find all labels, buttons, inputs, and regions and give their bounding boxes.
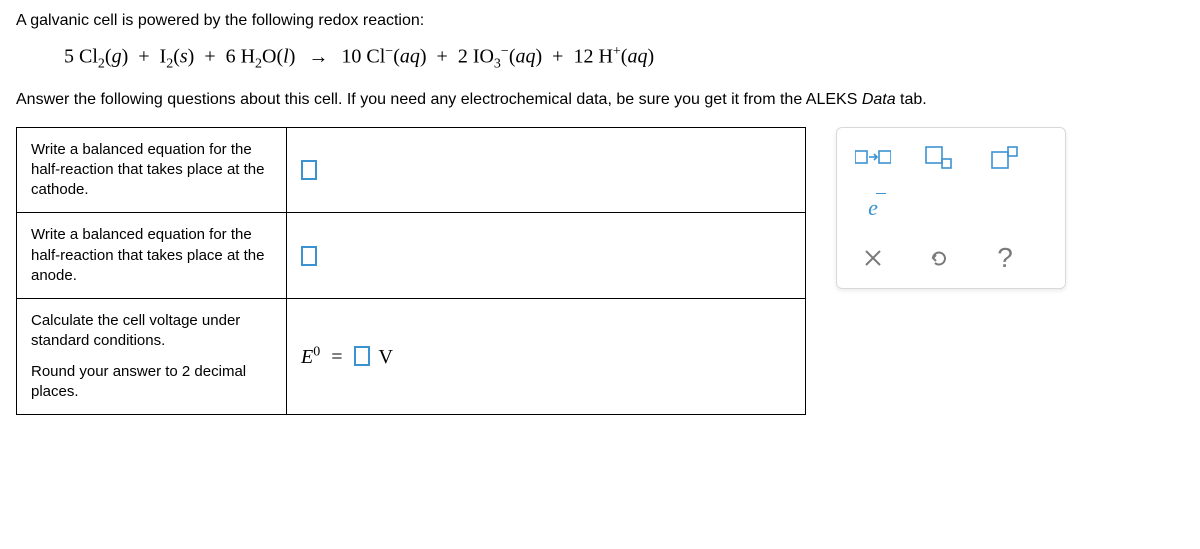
voltage-label: Calculate the cell voltage under standar… (17, 299, 287, 415)
follow-pre: Answer the following questions about thi… (16, 91, 862, 108)
e-sup: 0 (313, 344, 320, 359)
e-eq: = (331, 346, 342, 368)
electron-tool[interactable]: e (855, 192, 891, 224)
undo-tool[interactable] (921, 242, 957, 274)
anode-label: Write a balanced equation for the half-r… (17, 213, 287, 299)
intro-text: A galvanic cell is powered by the follow… (16, 12, 1184, 30)
cathode-input[interactable] (301, 160, 317, 180)
superscript-tool[interactable] (987, 142, 1023, 174)
follow-post: tab. (896, 91, 927, 108)
follow-text: Answer the following questions about thi… (16, 91, 1184, 109)
e-standard-expr: E0 = V (301, 346, 393, 368)
anode-input[interactable] (301, 246, 317, 266)
arrow-tool[interactable] (855, 142, 891, 174)
e-symbol: E (301, 346, 313, 368)
voltage-label-b: Round your answer to 2 decimal places. (31, 362, 272, 403)
redox-equation: 5 Cl2(g) + I2(s) + 6 H2O(l) → 10 Cl−(aq)… (64, 44, 1184, 73)
question-table: Write a balanced equation for the half-r… (16, 127, 806, 416)
help-tool[interactable]: ? (987, 242, 1023, 274)
follow-italic: Data (862, 91, 896, 108)
voltage-input[interactable] (354, 346, 370, 366)
clear-tool[interactable] (855, 242, 891, 274)
e-unit: V (379, 346, 393, 368)
cathode-label: Write a balanced equation for the half-r… (17, 127, 287, 213)
subscript-tool[interactable] (921, 142, 957, 174)
voltage-label-a: Calculate the cell voltage under standar… (31, 311, 272, 352)
toolbox: e ? (836, 127, 1066, 289)
